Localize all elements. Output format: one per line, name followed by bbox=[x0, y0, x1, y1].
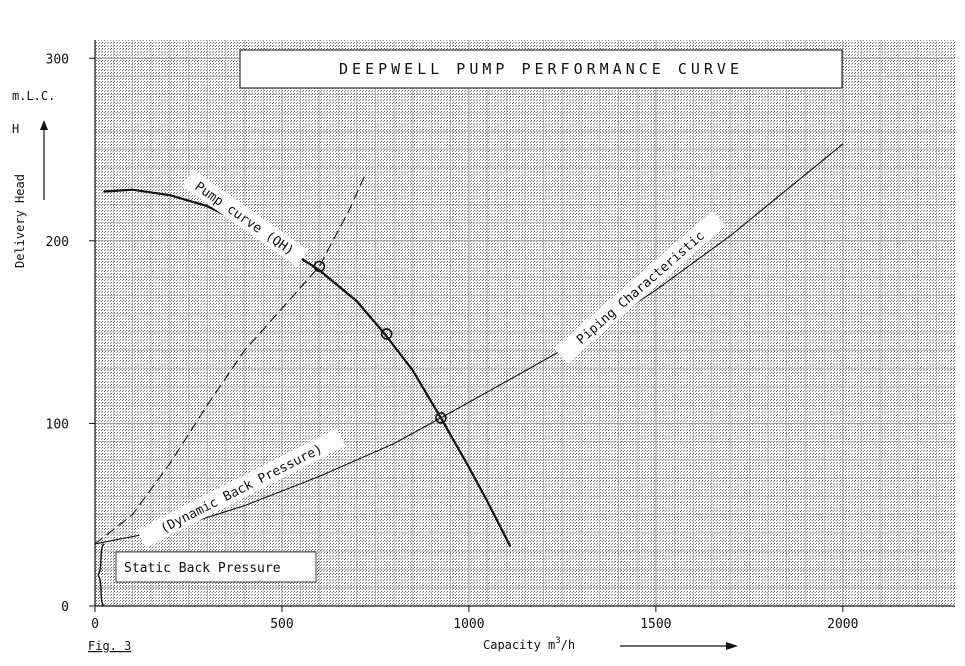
x-tick-label: 1500 bbox=[640, 617, 671, 632]
y-tick-label: 100 bbox=[46, 417, 69, 432]
y-axis-arrow bbox=[40, 120, 48, 200]
axis-ticks: 0 500 1000 1500 2000 0 100 200 300 bbox=[46, 52, 859, 632]
static-back-pressure-annotation: Static Back Pressure bbox=[97, 543, 317, 607]
operating-point-marker bbox=[380, 328, 393, 340]
x-tick-label: 2000 bbox=[827, 617, 858, 632]
series-line-1 bbox=[94, 143, 844, 545]
static-back-pressure-brace bbox=[97, 543, 105, 607]
title-box: DEEPWELL PUMP PERFORMANCE CURVE bbox=[239, 49, 843, 89]
grid-lines bbox=[95, 40, 955, 606]
operating-point-marker bbox=[435, 412, 447, 424]
series-line-0 bbox=[103, 188, 512, 547]
series-lines bbox=[94, 143, 844, 547]
x-axis-title-main: Capacity m bbox=[483, 638, 555, 652]
series-line-2 bbox=[94, 176, 365, 545]
figure-label: Fig. 3 bbox=[88, 639, 131, 653]
operating-point-markers bbox=[313, 260, 447, 424]
y-tick-label: 0 bbox=[61, 600, 69, 615]
x-tick-label: 500 bbox=[270, 617, 293, 632]
operating-point-marker bbox=[313, 260, 326, 273]
chart-title: DEEPWELL PUMP PERFORMANCE CURVE bbox=[339, 60, 743, 78]
x-axis-title-tail: /h bbox=[561, 638, 575, 652]
y-axis-unit: m.L.C. bbox=[12, 89, 55, 103]
x-axis-arrow bbox=[620, 642, 738, 650]
x-axis-title: Capacity m3/h bbox=[483, 636, 575, 652]
x-axis-title-sup: 3 bbox=[555, 636, 560, 646]
y-tick-label: 300 bbox=[46, 52, 69, 67]
y-axis-title: Delivery Head bbox=[13, 174, 27, 268]
y-tick-label: 200 bbox=[46, 235, 69, 250]
x-tick-label: 0 bbox=[91, 617, 99, 632]
y-axis-symbol: H bbox=[12, 122, 19, 136]
x-tick-label: 1000 bbox=[453, 617, 484, 632]
static-back-pressure-text: Static Back Pressure bbox=[124, 561, 281, 576]
